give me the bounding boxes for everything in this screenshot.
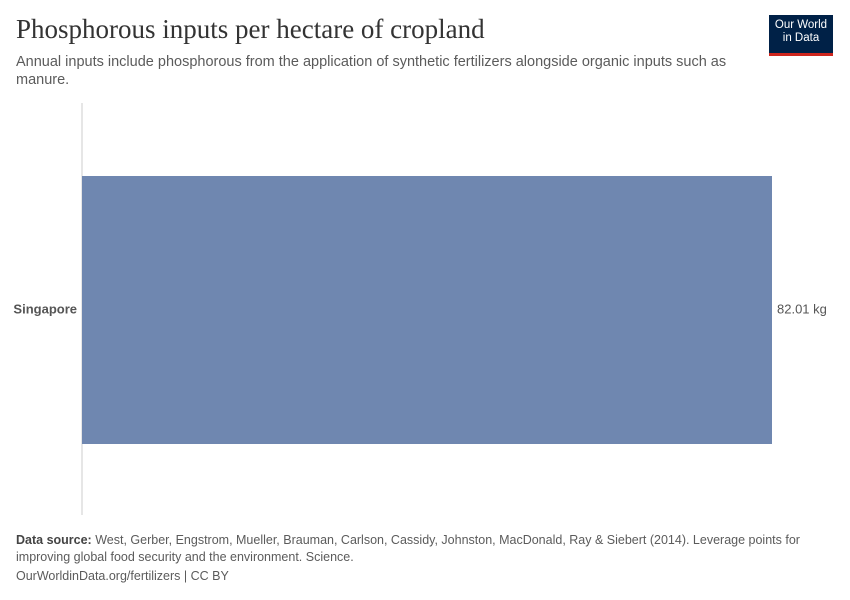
logo-line: in Data <box>782 32 820 44</box>
logo[interactable]: Our World in Data <box>769 15 833 56</box>
chart: Singapore 82.01 kg <box>13 103 827 515</box>
source-label: Data source: <box>16 533 92 547</box>
bar <box>82 176 772 444</box>
value-label: 82.01 kg <box>777 301 827 316</box>
chart-subtitle: Annual inputs include phosphorous from t… <box>16 54 727 88</box>
source-text: West, Gerber, Engstrom, Mueller, Brauman… <box>16 533 800 564</box>
y-tick-label: Singapore <box>13 301 77 316</box>
chart-title: Phosphorous inputs per hectare of cropla… <box>16 14 485 44</box>
logo-line: Our World <box>774 19 828 31</box>
source: Data source: West, Gerber, Engstrom, Mue… <box>16 532 806 566</box>
footer[interactable]: OurWorldinData.org/fertilizers | CC BY <box>16 569 229 583</box>
